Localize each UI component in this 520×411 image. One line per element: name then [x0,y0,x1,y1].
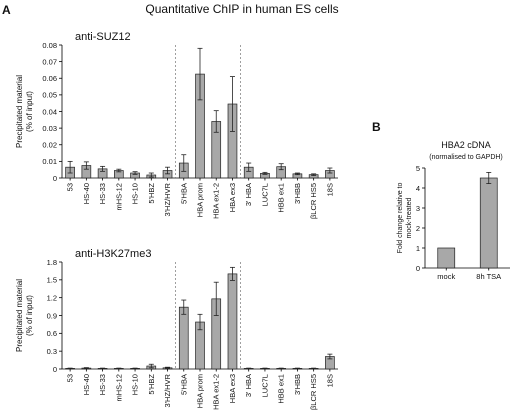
y-tick-label: 0.6 [47,329,57,338]
y-axis-label: Precipitated material [15,279,24,352]
x-tick-label: 8h TSA [476,272,501,281]
y-tick-label: 0 [53,365,57,374]
x-tick-label: HBA ex1-2 [212,374,221,410]
x-tick-label: 5'HBA [179,183,188,204]
x-tick-label: HBA ex3 [228,183,237,212]
x-tick-label: HBB ex1 [277,183,286,213]
x-tick-label: 3'HZ/HVR [163,182,172,216]
x-tick-label: 18S [325,374,334,387]
x-tick-label: 3' HBA [244,183,253,206]
y-tick-label: 3 [416,204,420,213]
y-tick-label: 5 [416,164,420,173]
x-tick-label: 3'HBB [293,183,302,204]
x-tick-label: HS-40 [82,374,91,395]
y-tick-label: 0.02 [42,141,57,150]
y-axis-label: (% of input) [25,91,34,132]
y-axis-label: Fold change relative to [397,182,404,253]
y-tick-label: 0 [416,264,420,273]
y-axis-label: (% of input) [25,295,34,336]
bar [479,177,498,269]
x-tick-label: HS-33 [98,374,107,395]
y-axis-label: Precipitated material [15,75,24,148]
chart-title: anti-SUZ12 [75,31,131,43]
x-tick-label: 5'HBZ [147,374,156,395]
chart-title: HBA2 cDNA [441,140,491,150]
x-tick-label: mHS-12 [114,183,123,211]
panel-b-label: B [372,120,381,134]
y-tick-label: 1.5 [47,276,57,285]
x-tick-label: mock [437,272,455,281]
x-tick-label: HS-40 [82,183,91,204]
y-tick-label: 0.03 [42,124,57,133]
figure-title: Quantitative ChIP in human ES cells [145,2,338,16]
x-tick-label: mHS-12 [114,374,123,402]
x-tick-label: HS-10 [131,374,140,395]
x-tick-label: 53 [66,374,75,382]
x-tick-label: HBA prom [196,374,205,408]
bar [178,306,189,370]
y-tick-label: 0 [53,174,57,183]
x-tick-label: 3'HZ/HVR [163,373,172,407]
y-tick-label: 0.06 [42,74,57,83]
panel-a-label: A [2,3,11,17]
x-tick-label: 5'HBZ [147,183,156,204]
bar [227,273,238,370]
x-tick-label: 3'HBB [293,374,302,395]
x-tick-label: 18S [325,183,334,196]
y-tick-label: 1.8 [47,258,57,267]
y-tick-label: 0.07 [42,57,57,66]
y-tick-label: 0.3 [47,347,57,356]
bar [437,247,456,269]
x-tick-label: HS-10 [131,183,140,204]
chart-title: anti-H3K27me3 [75,248,151,260]
y-tick-label: 0.01 [42,157,57,166]
x-tick-label: 3' HBA [244,374,253,397]
chart-subtitle: (normalised to GAPDH) [429,154,503,161]
x-tick-label: LUC7L [260,374,269,397]
y-tick-label: 0.08 [42,41,57,50]
y-tick-label: 1 [416,244,420,253]
y-tick-label: 4 [416,184,420,193]
x-tick-label: HBA ex3 [228,374,237,403]
h3k27me3-chart: anti-H3K27me3 Precipitated material (% of … [15,248,338,410]
y-tick-label: 0.04 [42,107,57,116]
x-tick-label: HS-33 [98,183,107,204]
x-tick-label: LUC7L [260,183,269,206]
x-tick-label: HBB ex1 [277,374,286,404]
hba2-chart: HBA2 cDNA (normalised to GAPDH) Fold chang… [397,140,510,281]
x-tick-label: βLCR HS5 [309,183,318,219]
suz12-chart: anti-SUZ12 Precipitated material (% of inp… [15,31,338,219]
x-tick-label: HBA ex1-2 [212,183,221,219]
y-tick-label: 0.9 [47,311,57,320]
y-tick-label: 1.2 [47,293,57,302]
x-tick-label: 5'HBA [179,374,188,395]
y-tick-label: 2 [416,224,420,233]
y-tick-label: 0.05 [42,91,57,100]
x-tick-label: HBA prom [196,183,205,217]
x-tick-label: βLCR HS5 [309,374,318,410]
y-axis-label: mock-treated [406,197,413,238]
x-tick-label: 53 [66,183,75,191]
